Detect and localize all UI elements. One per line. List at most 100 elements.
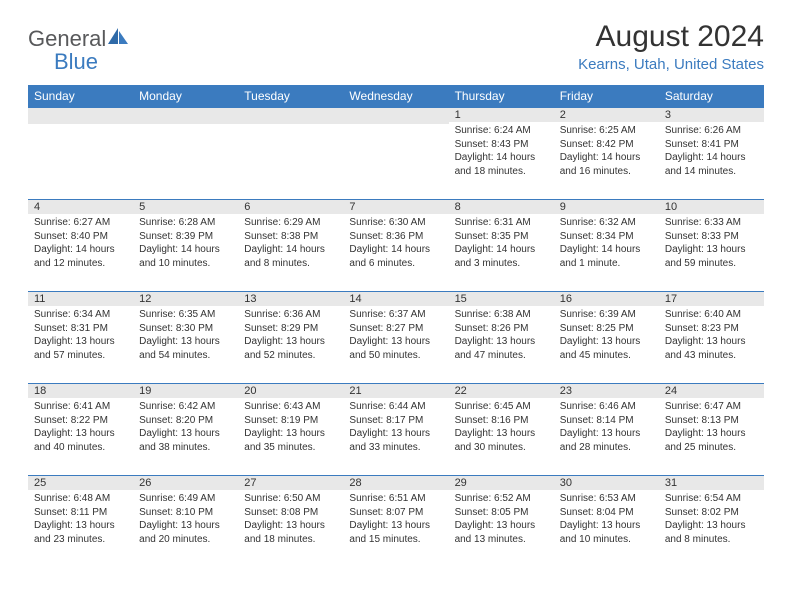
- sunset: Sunset: 8:04 PM: [560, 506, 653, 520]
- daylight: Daylight: 14 hours and 6 minutes.: [349, 243, 442, 270]
- day-number: [28, 107, 133, 124]
- sunset: Sunset: 8:42 PM: [560, 138, 653, 152]
- day-number: 29: [449, 475, 554, 490]
- day-cell: 30Sunrise: 6:53 AMSunset: 8:04 PMDayligh…: [554, 475, 659, 567]
- sunset: Sunset: 8:38 PM: [244, 230, 337, 244]
- day-header: Sunday: [28, 85, 133, 107]
- day-number: [238, 107, 343, 124]
- day-body: Sunrise: 6:53 AMSunset: 8:04 PMDaylight:…: [554, 490, 659, 552]
- day-cell: 2Sunrise: 6:25 AMSunset: 8:42 PMDaylight…: [554, 107, 659, 199]
- day-cell: 28Sunrise: 6:51 AMSunset: 8:07 PMDayligh…: [343, 475, 448, 567]
- day-body: Sunrise: 6:45 AMSunset: 8:16 PMDaylight:…: [449, 398, 554, 460]
- day-header: Tuesday: [238, 85, 343, 107]
- daylight: Daylight: 14 hours and 8 minutes.: [244, 243, 337, 270]
- daylight: Daylight: 13 hours and 30 minutes.: [455, 427, 548, 454]
- day-cell: 26Sunrise: 6:49 AMSunset: 8:10 PMDayligh…: [133, 475, 238, 567]
- day-cell: 12Sunrise: 6:35 AMSunset: 8:30 PMDayligh…: [133, 291, 238, 383]
- day-cell: 9Sunrise: 6:32 AMSunset: 8:34 PMDaylight…: [554, 199, 659, 291]
- day-body: Sunrise: 6:43 AMSunset: 8:19 PMDaylight:…: [238, 398, 343, 460]
- day-number: 26: [133, 475, 238, 490]
- day-cell: 24Sunrise: 6:47 AMSunset: 8:13 PMDayligh…: [659, 383, 764, 475]
- sunrise: Sunrise: 6:41 AM: [34, 400, 127, 414]
- day-number: 17: [659, 291, 764, 306]
- day-number: 12: [133, 291, 238, 306]
- day-number: 30: [554, 475, 659, 490]
- day-number: 8: [449, 199, 554, 214]
- sunrise: Sunrise: 6:35 AM: [139, 308, 232, 322]
- calendar-page: General August 2024 Kearns, Utah, United…: [0, 0, 792, 612]
- sunrise: Sunrise: 6:31 AM: [455, 216, 548, 230]
- empty-cell: [28, 107, 133, 199]
- sunrise: Sunrise: 6:40 AM: [665, 308, 758, 322]
- daylight: Daylight: 13 hours and 8 minutes.: [665, 519, 758, 546]
- day-header: Friday: [554, 85, 659, 107]
- day-cell: 25Sunrise: 6:48 AMSunset: 8:11 PMDayligh…: [28, 475, 133, 567]
- daylight: Daylight: 13 hours and 40 minutes.: [34, 427, 127, 454]
- sunset: Sunset: 8:11 PM: [34, 506, 127, 520]
- day-cell: 13Sunrise: 6:36 AMSunset: 8:29 PMDayligh…: [238, 291, 343, 383]
- sail-icon: [108, 28, 130, 51]
- daylight: Daylight: 14 hours and 1 minute.: [560, 243, 653, 270]
- day-cell: 20Sunrise: 6:43 AMSunset: 8:19 PMDayligh…: [238, 383, 343, 475]
- day-header: Wednesday: [343, 85, 448, 107]
- day-body: Sunrise: 6:41 AMSunset: 8:22 PMDaylight:…: [28, 398, 133, 460]
- sunset: Sunset: 8:02 PM: [665, 506, 758, 520]
- daylight: Daylight: 14 hours and 18 minutes.: [455, 151, 548, 178]
- day-cell: 22Sunrise: 6:45 AMSunset: 8:16 PMDayligh…: [449, 383, 554, 475]
- day-number: 7: [343, 199, 448, 214]
- day-number: 3: [659, 107, 764, 122]
- day-number: 19: [133, 383, 238, 398]
- day-cell: 29Sunrise: 6:52 AMSunset: 8:05 PMDayligh…: [449, 475, 554, 567]
- day-number: 1: [449, 107, 554, 122]
- sunset: Sunset: 8:30 PM: [139, 322, 232, 336]
- day-cell: 18Sunrise: 6:41 AMSunset: 8:22 PMDayligh…: [28, 383, 133, 475]
- calendar-table: SundayMondayTuesdayWednesdayThursdayFrid…: [28, 85, 764, 567]
- day-body: Sunrise: 6:36 AMSunset: 8:29 PMDaylight:…: [238, 306, 343, 368]
- day-body: Sunrise: 6:51 AMSunset: 8:07 PMDaylight:…: [343, 490, 448, 552]
- daylight: Daylight: 13 hours and 13 minutes.: [455, 519, 548, 546]
- week-row: 25Sunrise: 6:48 AMSunset: 8:11 PMDayligh…: [28, 475, 764, 567]
- sunset: Sunset: 8:20 PM: [139, 414, 232, 428]
- title-block: August 2024 Kearns, Utah, United States: [578, 20, 764, 73]
- day-body: Sunrise: 6:37 AMSunset: 8:27 PMDaylight:…: [343, 306, 448, 368]
- daylight: Daylight: 13 hours and 38 minutes.: [139, 427, 232, 454]
- day-body: Sunrise: 6:42 AMSunset: 8:20 PMDaylight:…: [133, 398, 238, 460]
- empty-cell: [343, 107, 448, 199]
- sunset: Sunset: 8:31 PM: [34, 322, 127, 336]
- day-cell: 21Sunrise: 6:44 AMSunset: 8:17 PMDayligh…: [343, 383, 448, 475]
- sunrise: Sunrise: 6:53 AM: [560, 492, 653, 506]
- sunset: Sunset: 8:07 PM: [349, 506, 442, 520]
- day-body: Sunrise: 6:47 AMSunset: 8:13 PMDaylight:…: [659, 398, 764, 460]
- daylight: Daylight: 13 hours and 35 minutes.: [244, 427, 337, 454]
- day-number: 24: [659, 383, 764, 398]
- day-number: 4: [28, 199, 133, 214]
- day-body: Sunrise: 6:50 AMSunset: 8:08 PMDaylight:…: [238, 490, 343, 552]
- daylight: Daylight: 13 hours and 20 minutes.: [139, 519, 232, 546]
- day-cell: 23Sunrise: 6:46 AMSunset: 8:14 PMDayligh…: [554, 383, 659, 475]
- sunrise: Sunrise: 6:42 AM: [139, 400, 232, 414]
- day-cell: 15Sunrise: 6:38 AMSunset: 8:26 PMDayligh…: [449, 291, 554, 383]
- sunset: Sunset: 8:40 PM: [34, 230, 127, 244]
- day-number: 31: [659, 475, 764, 490]
- day-cell: 7Sunrise: 6:30 AMSunset: 8:36 PMDaylight…: [343, 199, 448, 291]
- location: Kearns, Utah, United States: [578, 56, 764, 73]
- day-body: Sunrise: 6:48 AMSunset: 8:11 PMDaylight:…: [28, 490, 133, 552]
- day-cell: 5Sunrise: 6:28 AMSunset: 8:39 PMDaylight…: [133, 199, 238, 291]
- day-number: 27: [238, 475, 343, 490]
- day-number: 28: [343, 475, 448, 490]
- sunset: Sunset: 8:35 PM: [455, 230, 548, 244]
- day-body: Sunrise: 6:32 AMSunset: 8:34 PMDaylight:…: [554, 214, 659, 276]
- sunset: Sunset: 8:26 PM: [455, 322, 548, 336]
- day-cell: 6Sunrise: 6:29 AMSunset: 8:38 PMDaylight…: [238, 199, 343, 291]
- day-body: Sunrise: 6:24 AMSunset: 8:43 PMDaylight:…: [449, 122, 554, 184]
- day-number: [133, 107, 238, 124]
- sunrise: Sunrise: 6:54 AM: [665, 492, 758, 506]
- sunset: Sunset: 8:16 PM: [455, 414, 548, 428]
- week-row: 4Sunrise: 6:27 AMSunset: 8:40 PMDaylight…: [28, 199, 764, 291]
- daylight: Daylight: 14 hours and 10 minutes.: [139, 243, 232, 270]
- sunset: Sunset: 8:05 PM: [455, 506, 548, 520]
- day-header: Saturday: [659, 85, 764, 107]
- day-body: Sunrise: 6:34 AMSunset: 8:31 PMDaylight:…: [28, 306, 133, 368]
- sunset: Sunset: 8:17 PM: [349, 414, 442, 428]
- daylight: Daylight: 13 hours and 10 minutes.: [560, 519, 653, 546]
